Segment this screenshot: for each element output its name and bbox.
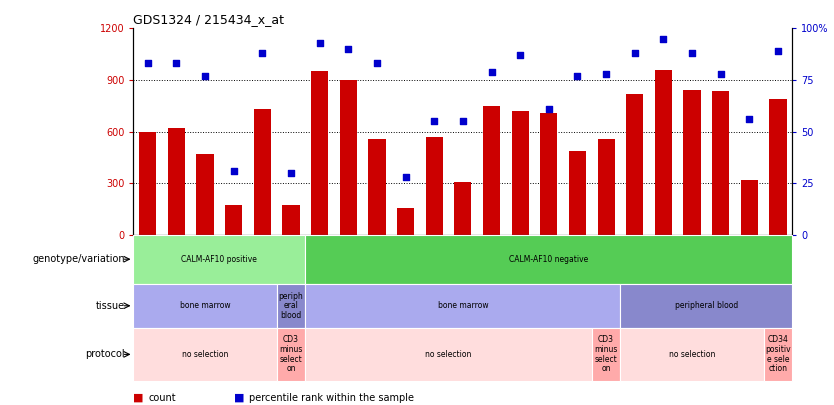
Bar xyxy=(277,284,305,328)
Bar xyxy=(683,90,701,235)
Bar xyxy=(305,235,792,284)
Text: ■: ■ xyxy=(133,393,144,403)
Point xyxy=(141,60,154,67)
Bar xyxy=(655,70,672,235)
Text: bone marrow: bone marrow xyxy=(438,301,488,310)
Bar xyxy=(254,109,271,235)
Text: ■: ■ xyxy=(234,393,244,403)
Text: CALM-AF10 negative: CALM-AF10 negative xyxy=(510,255,589,264)
Bar xyxy=(712,91,729,235)
Point xyxy=(514,52,527,58)
Bar xyxy=(277,328,305,381)
Point xyxy=(570,72,584,79)
Point xyxy=(742,116,756,122)
Point xyxy=(284,170,298,176)
Bar xyxy=(305,328,592,381)
Point xyxy=(600,70,613,77)
Text: CD3
minus
select
on: CD3 minus select on xyxy=(279,335,303,373)
Bar xyxy=(339,80,357,235)
Point xyxy=(428,118,441,125)
Point xyxy=(198,72,212,79)
Bar xyxy=(483,106,500,235)
Text: peripheral blood: peripheral blood xyxy=(675,301,738,310)
Text: GDS1324 / 215434_x_at: GDS1324 / 215434_x_at xyxy=(133,13,284,26)
Point xyxy=(542,106,555,112)
Text: bone marrow: bone marrow xyxy=(180,301,230,310)
Bar xyxy=(305,284,620,328)
Point xyxy=(485,68,498,75)
Text: no selection: no selection xyxy=(425,350,472,359)
Point xyxy=(628,50,641,56)
Text: periph
eral
blood: periph eral blood xyxy=(279,292,304,320)
Text: no selection: no selection xyxy=(182,350,229,359)
Text: CALM-AF10 positive: CALM-AF10 positive xyxy=(182,255,258,264)
Point xyxy=(170,60,183,67)
Bar xyxy=(139,132,156,235)
Text: tissue: tissue xyxy=(96,301,125,311)
Point xyxy=(656,36,670,42)
Text: percentile rank within the sample: percentile rank within the sample xyxy=(249,393,414,403)
Point xyxy=(714,70,727,77)
Point xyxy=(399,174,412,180)
Bar xyxy=(597,139,615,235)
Point xyxy=(227,168,240,174)
Bar xyxy=(425,137,443,235)
Bar xyxy=(620,328,764,381)
Bar xyxy=(626,94,643,235)
Bar xyxy=(168,128,185,235)
Point xyxy=(771,48,785,54)
Bar xyxy=(225,205,243,235)
Bar xyxy=(369,139,385,235)
Bar xyxy=(569,151,586,235)
Text: genotype/variation: genotype/variation xyxy=(33,254,125,264)
Bar xyxy=(741,180,758,235)
Bar xyxy=(197,154,214,235)
Bar xyxy=(397,208,414,235)
Text: CD34
positiv
e sele
ction: CD34 positiv e sele ction xyxy=(765,335,791,373)
Bar xyxy=(511,111,529,235)
Bar xyxy=(283,205,299,235)
Point xyxy=(313,40,326,46)
Bar xyxy=(133,328,277,381)
Bar xyxy=(133,235,305,284)
Text: no selection: no selection xyxy=(669,350,716,359)
Point xyxy=(686,50,699,56)
Point xyxy=(256,50,269,56)
Bar xyxy=(133,284,277,328)
Bar xyxy=(311,71,329,235)
Text: count: count xyxy=(148,393,176,403)
Point xyxy=(370,60,384,67)
Bar xyxy=(770,99,786,235)
Bar xyxy=(592,328,620,381)
Bar xyxy=(620,284,792,328)
Bar xyxy=(540,113,557,235)
Text: protocol: protocol xyxy=(85,350,125,359)
Bar xyxy=(455,181,471,235)
Point xyxy=(456,118,470,125)
Text: CD3
minus
select
on: CD3 minus select on xyxy=(595,335,618,373)
Bar xyxy=(764,328,792,381)
Point xyxy=(342,46,355,52)
